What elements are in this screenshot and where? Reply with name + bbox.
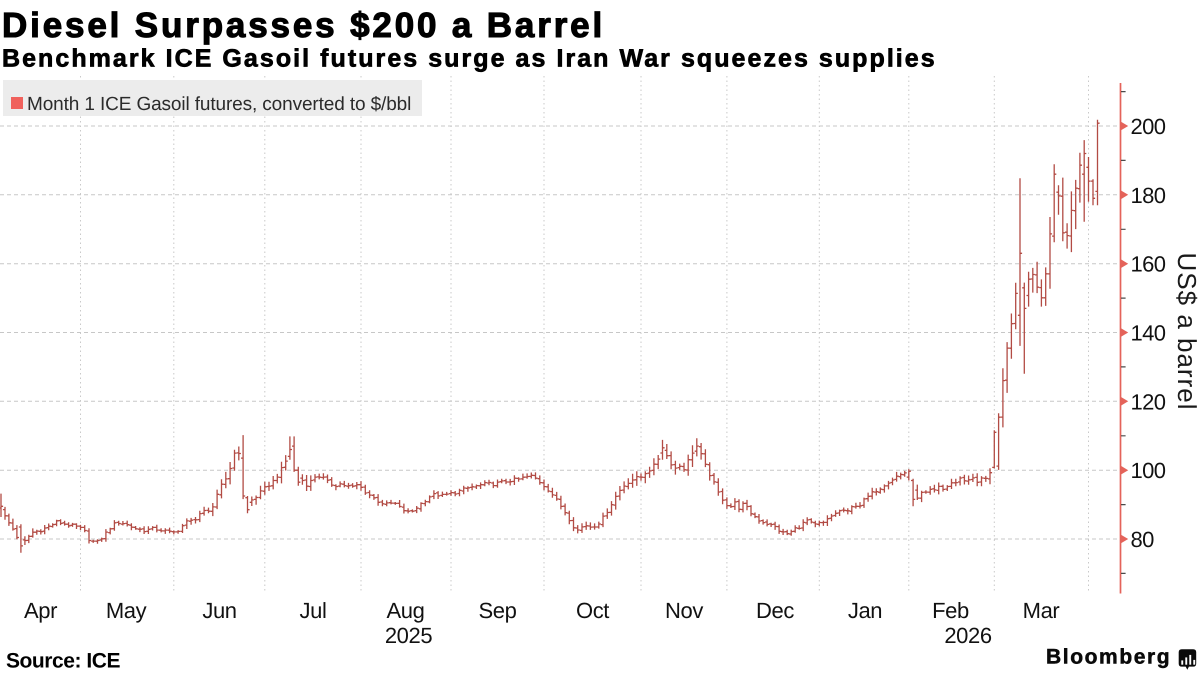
svg-text:Jan: Jan <box>848 598 882 623</box>
svg-text:Oct: Oct <box>576 598 609 623</box>
svg-text:80: 80 <box>1131 527 1155 552</box>
svg-text:Source: ICE: Source: ICE <box>6 650 121 673</box>
svg-text:2026: 2026 <box>944 623 992 648</box>
svg-text:140: 140 <box>1131 321 1166 346</box>
svg-text:Dec: Dec <box>756 598 794 623</box>
svg-text:160: 160 <box>1131 252 1166 277</box>
svg-text:Jun: Jun <box>202 598 236 623</box>
svg-text:Apr: Apr <box>24 598 57 623</box>
svg-text:100: 100 <box>1131 458 1166 483</box>
svg-text:Sep: Sep <box>479 598 517 623</box>
svg-text:Feb: Feb <box>932 598 969 623</box>
svg-text:120: 120 <box>1131 389 1166 414</box>
svg-text:Nov: Nov <box>665 598 703 623</box>
svg-text:Month 1 ICE Gasoil futures, co: Month 1 ICE Gasoil futures, converted to… <box>27 94 411 115</box>
svg-text:US$ a barrel: US$ a barrel <box>1172 253 1200 411</box>
svg-text:Mar: Mar <box>1023 598 1060 623</box>
svg-text:2025: 2025 <box>385 623 433 648</box>
svg-text:200: 200 <box>1131 114 1166 139</box>
svg-text:Bloomberg: Bloomberg <box>1046 646 1171 669</box>
svg-text:May: May <box>106 598 147 623</box>
svg-text:180: 180 <box>1131 183 1166 208</box>
svg-text:Jul: Jul <box>300 598 327 623</box>
svg-text:Benchmark ICE Gasoil futures s: Benchmark ICE Gasoil futures surge as Ir… <box>2 45 937 73</box>
svg-text:Diesel Surpasses $200 a Barrel: Diesel Surpasses $200 a Barrel <box>2 6 605 45</box>
svg-text:Aug: Aug <box>387 598 425 623</box>
